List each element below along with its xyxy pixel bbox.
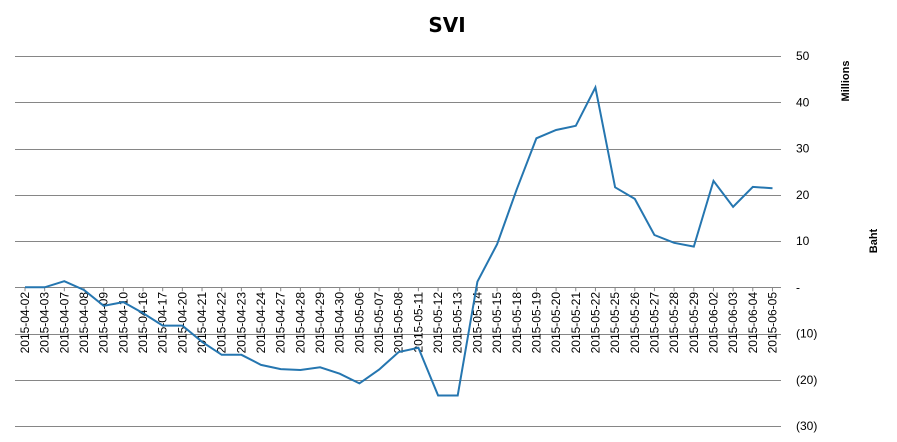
x-tick-label: 2015-05-08: [392, 292, 406, 354]
x-tick-label: 2015-04-27: [274, 292, 288, 354]
x-tick-label: 2015-05-19: [529, 292, 543, 354]
x-tick-label: 2015-05-06: [352, 292, 366, 354]
y-tick-label: (20): [796, 373, 817, 387]
x-tick-label: 2015-05-22: [588, 292, 602, 354]
y-tick-label: 50: [796, 49, 810, 63]
y-tick-label: (10): [796, 327, 817, 341]
x-tick-label: 2015-04-16: [136, 292, 150, 354]
y-tick-label: (30): [796, 419, 817, 433]
x-tick-label: 2015-04-20: [175, 292, 189, 354]
x-tick-label: 2015-04-29: [313, 292, 327, 354]
x-tick-label: 2015-04-02: [18, 292, 32, 354]
x-tick-label: 2015-06-05: [765, 292, 779, 354]
data-points: [24, 87, 773, 396]
y-axis-label: Baht: [868, 228, 880, 253]
y-tick-label: -: [796, 280, 800, 294]
x-tick-label: 2015-04-23: [234, 292, 248, 354]
x-tick-label: 2015-04-08: [77, 292, 91, 354]
x-tick-label: 2015-05-29: [687, 292, 701, 354]
x-tick-label: 2015-05-11: [411, 292, 425, 353]
x-tick-label: 2015-05-26: [628, 292, 642, 354]
x-tick-label: 2015-04-03: [38, 292, 52, 354]
x-tick-label: 2015-04-17: [156, 292, 170, 354]
y-tick-label: 30: [796, 142, 810, 156]
y-tick-label: 20: [796, 188, 810, 202]
x-tick-label: 2015-05-07: [372, 292, 386, 354]
x-tick-label: 2015-04-07: [57, 292, 71, 354]
x-tick-label: 2015-06-03: [726, 292, 740, 354]
x-tick-label: 2015-04-10: [116, 292, 130, 354]
x-tick-label: 2015-06-02: [706, 292, 720, 354]
x-tick-label: 2015-05-13: [451, 292, 465, 354]
x-tick-label: 2015-05-28: [667, 292, 681, 354]
y-axis-ticks: 50 40 30 20 10 - (10) (20) (30): [796, 49, 817, 433]
x-tick-label: 2015-06-04: [746, 292, 760, 354]
x-tick-label: 2015-04-24: [254, 292, 268, 354]
y-unit-label: Millions: [840, 61, 852, 102]
x-tick-label: 2015-04-28: [293, 292, 307, 354]
x-tick-label: 2015-05-14: [470, 292, 484, 354]
x-tick-label: 2015-05-27: [647, 292, 661, 354]
x-tick-label: 2015-05-21: [569, 292, 583, 354]
x-axis-ticks: 2015-04-02 2015-04-03 2015-04-07 2015-04-08…: [18, 287, 779, 353]
x-tick-label: 2015-05-15: [490, 292, 504, 354]
y-tick-label: 10: [796, 234, 810, 248]
x-tick-label: 2015-05-12: [431, 292, 445, 354]
y-tick-label: 40: [796, 95, 810, 109]
x-tick-label: 2015-05-25: [608, 292, 622, 354]
x-tick-label: 2015-04-22: [215, 292, 229, 354]
chart-title: SVI: [428, 13, 465, 37]
x-tick-label: 2015-04-30: [333, 292, 347, 354]
x-tick-label: 2015-05-18: [510, 292, 524, 354]
x-tick-label: 2015-05-20: [549, 292, 563, 354]
gridlines: [15, 56, 781, 427]
x-tick-label: 2015-04-09: [97, 292, 111, 354]
